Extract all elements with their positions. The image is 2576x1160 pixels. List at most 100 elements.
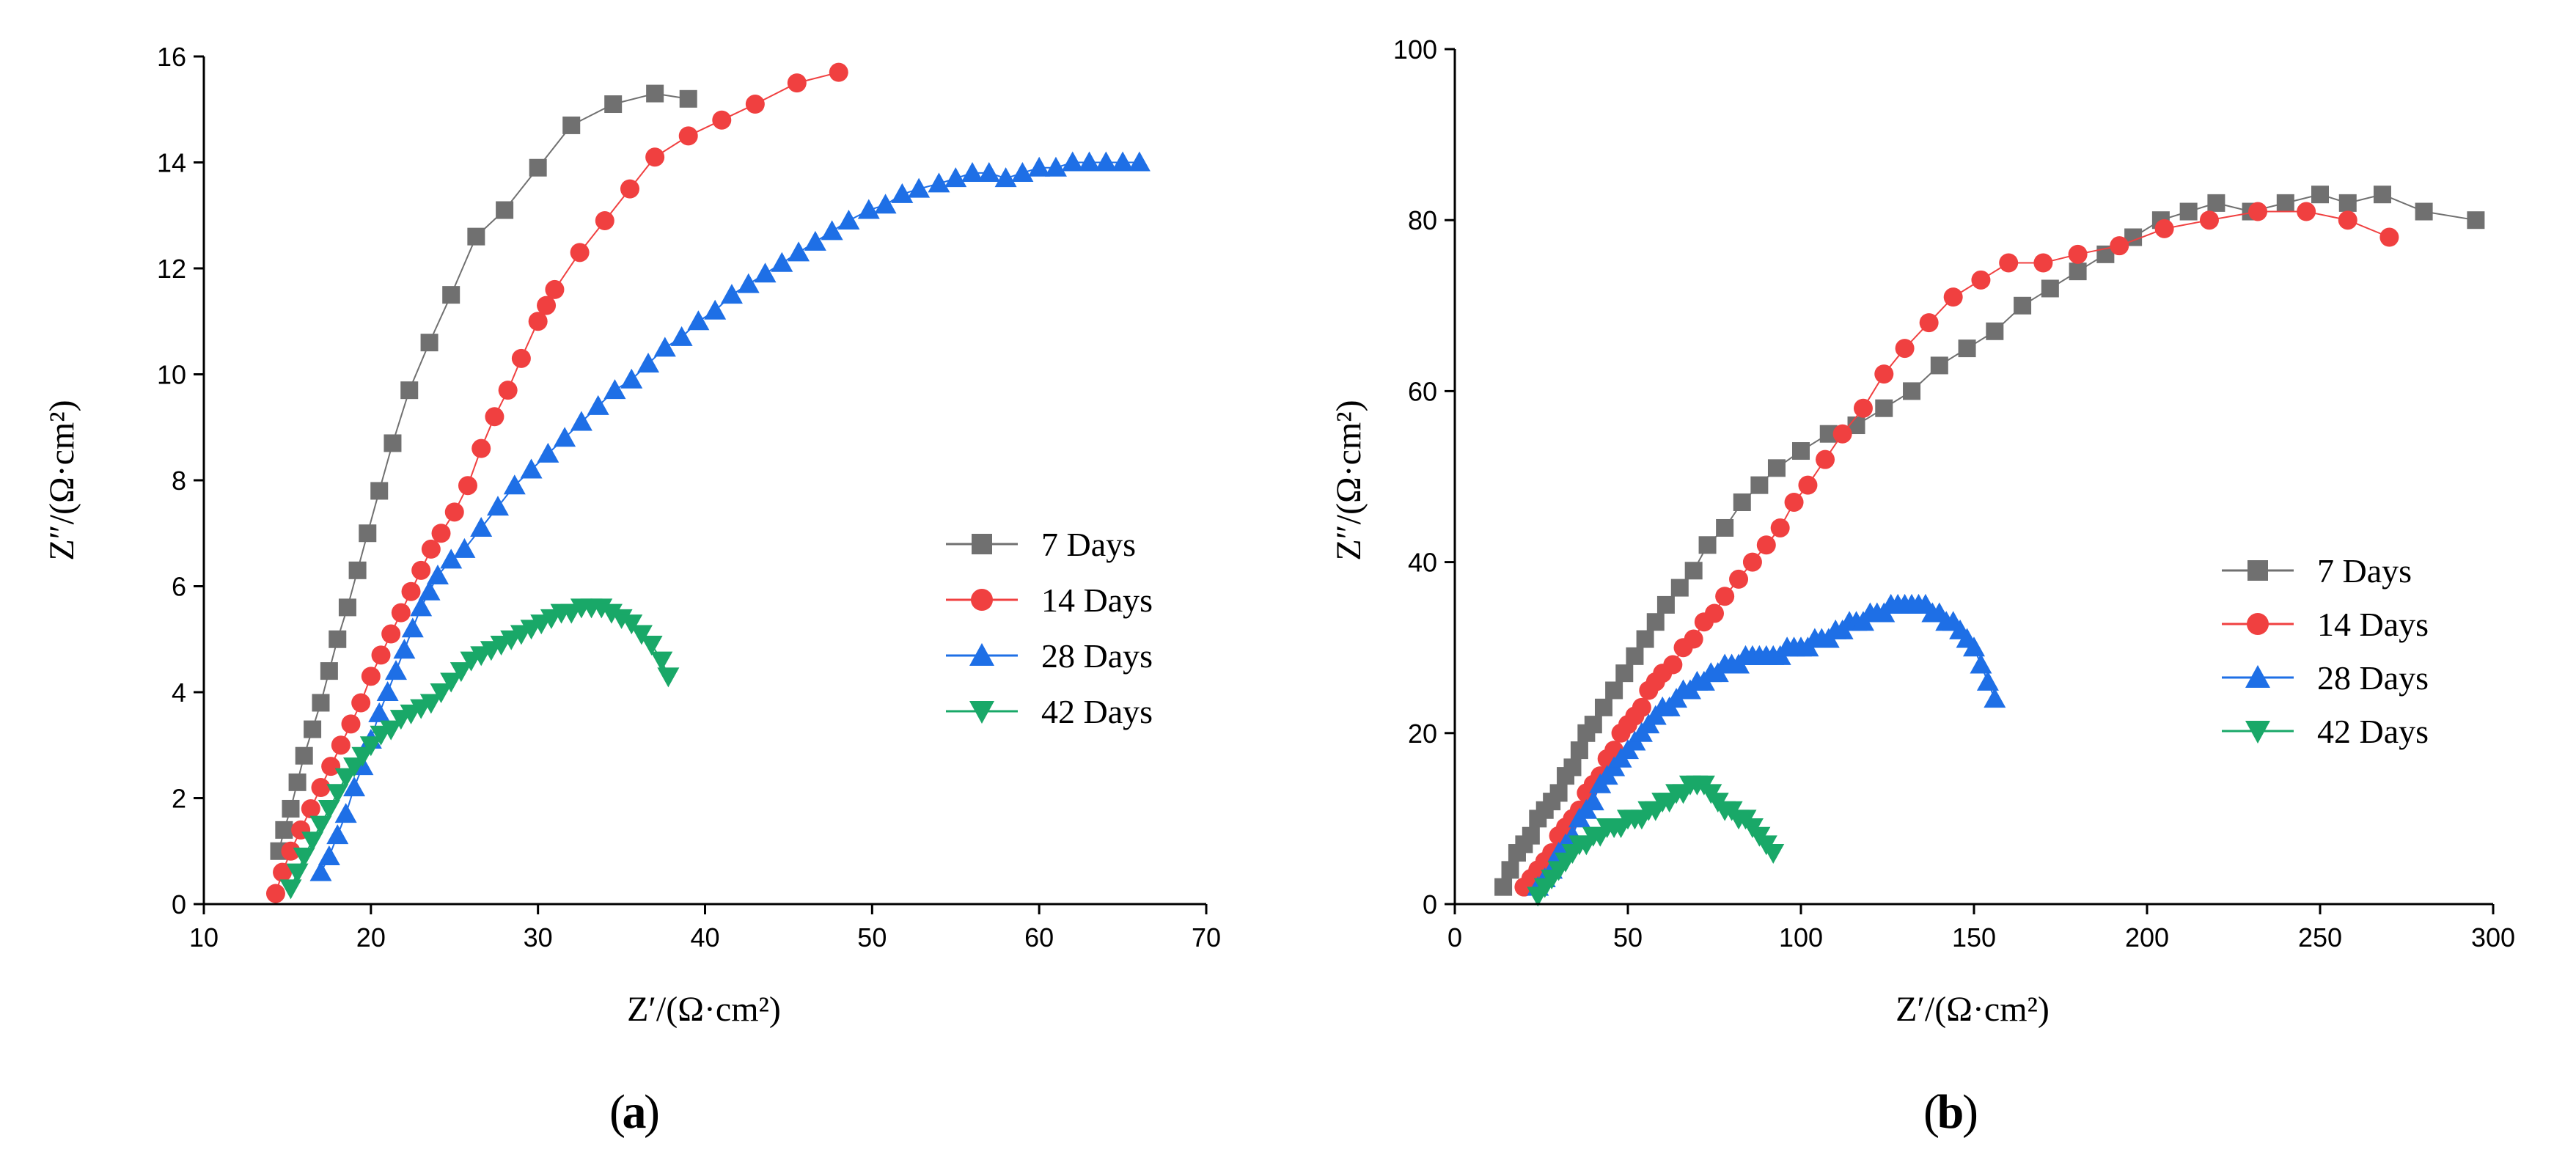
data-point <box>1816 449 1835 469</box>
data-point <box>1792 442 1810 460</box>
series-42-days <box>1527 775 1785 907</box>
data-point <box>2338 210 2357 230</box>
data-point <box>393 639 416 659</box>
legend-marker <box>971 589 993 611</box>
data-point <box>384 434 402 452</box>
legend-item: 14 Days <box>946 581 1153 619</box>
data-point <box>334 803 357 823</box>
data-point <box>821 220 843 241</box>
data-point <box>467 227 485 246</box>
data-point <box>537 295 557 315</box>
data-point <box>754 263 777 283</box>
data-point <box>857 199 880 219</box>
data-point <box>1494 878 1513 896</box>
panel-label-b-open: ( <box>1923 1085 1940 1139</box>
data-point <box>1770 518 1790 537</box>
data-point <box>1684 629 1703 649</box>
data-point <box>646 84 664 103</box>
panel-label-b: b <box>1937 1085 1964 1139</box>
data-point <box>1716 518 1734 537</box>
data-point <box>2041 279 2059 298</box>
data-point <box>529 158 547 177</box>
legend-marker <box>969 701 994 724</box>
data-point <box>320 662 338 680</box>
data-point <box>1971 270 1991 290</box>
series-line <box>320 161 1140 873</box>
legend-marker <box>2247 613 2269 635</box>
data-point <box>1061 151 1084 172</box>
data-point <box>1970 653 1992 674</box>
y-tick-label: 8 <box>172 466 186 496</box>
y-tick-label: 14 <box>157 148 186 178</box>
data-point <box>419 694 442 714</box>
data-point <box>637 353 660 373</box>
data-point <box>511 348 531 368</box>
data-point <box>265 884 285 903</box>
legend-label: 7 Days <box>2317 552 2412 590</box>
legend-item: 14 Days <box>2222 606 2429 643</box>
data-point <box>1626 647 1644 665</box>
data-point <box>1767 459 1786 477</box>
data-point <box>1943 287 1963 307</box>
data-point <box>687 310 710 331</box>
panel-label-a-close: ) <box>644 1085 660 1139</box>
tick-layer-a: 10 20 30 40 50 60 70 0 2 4 6 8 10 12 14 16 <box>157 42 1221 952</box>
data-point <box>309 861 332 881</box>
data-point <box>411 560 431 580</box>
data-point <box>1784 492 1804 512</box>
data-point <box>537 442 559 463</box>
data-point <box>273 862 293 882</box>
data-point <box>928 172 950 193</box>
data-point <box>829 62 848 82</box>
data-point <box>420 334 438 352</box>
data-point <box>670 326 693 346</box>
data-point <box>1895 339 1915 359</box>
series-28-days <box>309 151 1151 881</box>
data-point <box>2033 253 2053 273</box>
data-point <box>458 476 477 496</box>
data-point <box>1875 399 1893 417</box>
series-14-days <box>1514 202 2399 897</box>
data-point <box>2179 202 2198 221</box>
x-axis-title-b: Z′/(Ω·cm²) <box>1896 990 2050 1029</box>
y-tick-label: 40 <box>1408 548 1437 578</box>
y-tick-label: 6 <box>172 572 186 602</box>
series-14-days <box>265 62 848 903</box>
data-point <box>2373 186 2391 204</box>
legend-item: 7 Days <box>946 526 1136 563</box>
data-point <box>1958 339 1976 358</box>
data-point <box>737 273 760 293</box>
x-tick-label: 20 <box>356 922 386 952</box>
data-point <box>1919 313 1939 333</box>
data-point <box>1582 790 1604 811</box>
data-point <box>1078 151 1101 172</box>
data-point <box>1663 655 1683 675</box>
data-point <box>528 312 548 331</box>
data-point <box>704 299 727 320</box>
y-tick-label: 20 <box>1408 719 1437 749</box>
data-point <box>1605 681 1623 700</box>
data-point <box>520 458 543 479</box>
data-point <box>401 617 424 638</box>
x-tick-label: 30 <box>524 922 553 952</box>
data-point <box>326 784 349 804</box>
legend-marker <box>972 534 992 554</box>
data-point <box>486 496 509 516</box>
data-point <box>281 841 301 861</box>
data-point <box>1522 826 1540 845</box>
data-point <box>440 548 463 569</box>
data-point <box>370 482 389 500</box>
data-point <box>678 126 698 146</box>
legend-label: 42 Days <box>1041 693 1153 730</box>
data-point <box>301 832 324 852</box>
panel-label-a-open: ( <box>609 1085 625 1139</box>
data-point <box>787 73 807 93</box>
data-point <box>1646 613 1665 631</box>
data-point <box>2068 244 2088 264</box>
data-point <box>359 736 382 757</box>
data-point <box>2069 263 2087 281</box>
legend-label: 28 Days <box>2317 659 2429 697</box>
data-point <box>1698 536 1717 554</box>
panel-label-b-close: ) <box>1962 1085 1978 1139</box>
